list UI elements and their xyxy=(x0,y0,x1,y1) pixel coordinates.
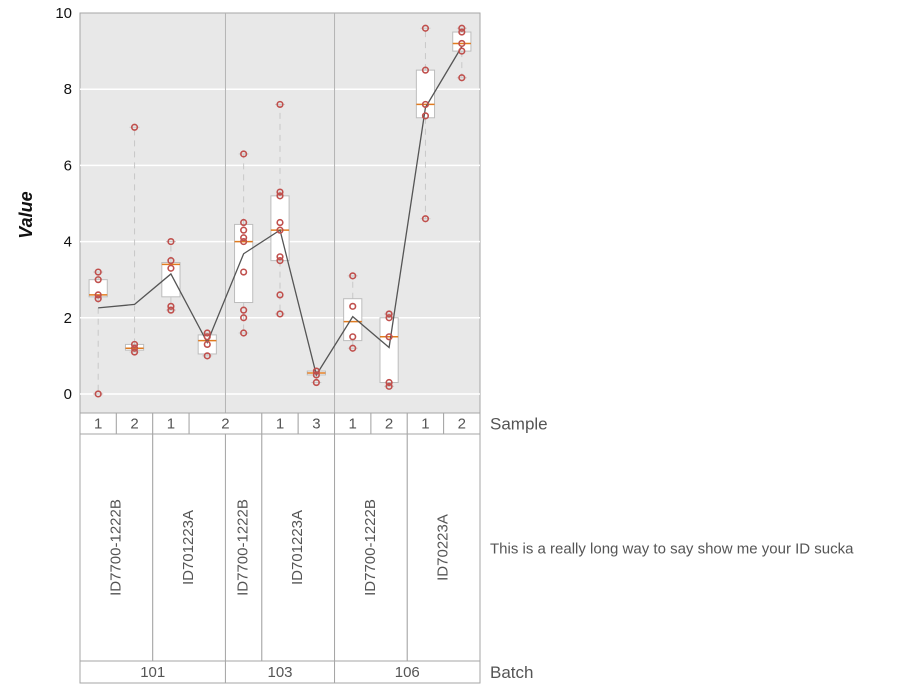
sample-cell: 2 xyxy=(189,413,262,434)
id-cell-label: ID7700-1222B xyxy=(235,499,252,596)
sample-cell: 3 xyxy=(298,413,334,434)
id-cell-label: ID7700-1222B xyxy=(107,499,124,596)
sample-cell-label: 2 xyxy=(130,416,138,433)
sample-cell: 1 xyxy=(335,413,371,434)
sample-cell: 1 xyxy=(262,413,298,434)
batch-cell: 101 xyxy=(80,661,225,683)
sample-cell-label: 1 xyxy=(94,416,102,433)
id-cell-label: ID7700-1222B xyxy=(362,499,379,596)
sample-cell-label: 1 xyxy=(167,416,175,433)
box xyxy=(271,196,289,261)
id-cell: ID70223A xyxy=(407,434,480,661)
id-cell: ID701223A xyxy=(262,434,335,661)
id-cell: ID7700-1222B xyxy=(80,434,153,661)
sample-cell-label: 2 xyxy=(458,416,466,433)
sample-cell: 1 xyxy=(80,413,116,434)
id-cell-label: ID70223A xyxy=(435,514,452,581)
x-axis-table: 1 2 1 2 1 3 1 2 1 2 ID7700-1222B ID701223A ID7700-12… xyxy=(80,413,480,683)
sample-cell: 2 xyxy=(444,413,480,434)
sample-cell: 2 xyxy=(116,413,152,434)
sample-cell: 2 xyxy=(371,413,407,434)
batch-cell: 106 xyxy=(335,661,480,683)
y-tick-label: 8 xyxy=(64,81,72,98)
id-cell-label: ID701223A xyxy=(289,510,306,585)
box-group-9 xyxy=(380,314,398,386)
y-axis: 0 2 4 6 8 10 xyxy=(55,5,72,403)
y-tick-label: 2 xyxy=(64,310,72,327)
batch-cell-label: 106 xyxy=(395,664,420,681)
box xyxy=(235,224,253,302)
sample-cell-label: 3 xyxy=(312,416,320,433)
sample-cell-label: 1 xyxy=(421,416,429,433)
sample-cell-label: 2 xyxy=(221,416,229,433)
id-cell-label: ID701223A xyxy=(180,510,197,585)
y-axis-label: Value xyxy=(16,191,36,238)
batch-cell-label: 101 xyxy=(140,664,165,681)
y-tick-label: 10 xyxy=(55,5,72,22)
row-labels: Sample This is a really long way to say s… xyxy=(490,415,854,683)
id-row-label: This is a really long way to say show me… xyxy=(490,541,854,558)
id-cell: ID7700-1222B xyxy=(225,434,261,661)
id-cell: ID7700-1222B xyxy=(335,434,408,661)
id-cell: ID701223A xyxy=(153,434,226,661)
batch-cell: 103 xyxy=(225,661,334,683)
sample-row-label: Sample xyxy=(490,415,548,434)
batch-row-label: Batch xyxy=(490,663,533,682)
box xyxy=(380,318,398,383)
sample-cell-label: 1 xyxy=(349,416,357,433)
batch-cell-label: 103 xyxy=(267,664,292,681)
sample-cell: 1 xyxy=(407,413,443,434)
y-tick-label: 6 xyxy=(64,157,72,174)
y-tick-label: 4 xyxy=(64,234,72,251)
box xyxy=(198,335,216,354)
sample-cell-label: 1 xyxy=(276,416,284,433)
sample-cell-label: 2 xyxy=(385,416,393,433)
sample-cell: 1 xyxy=(153,413,189,434)
y-tick-label: 0 xyxy=(64,386,72,403)
